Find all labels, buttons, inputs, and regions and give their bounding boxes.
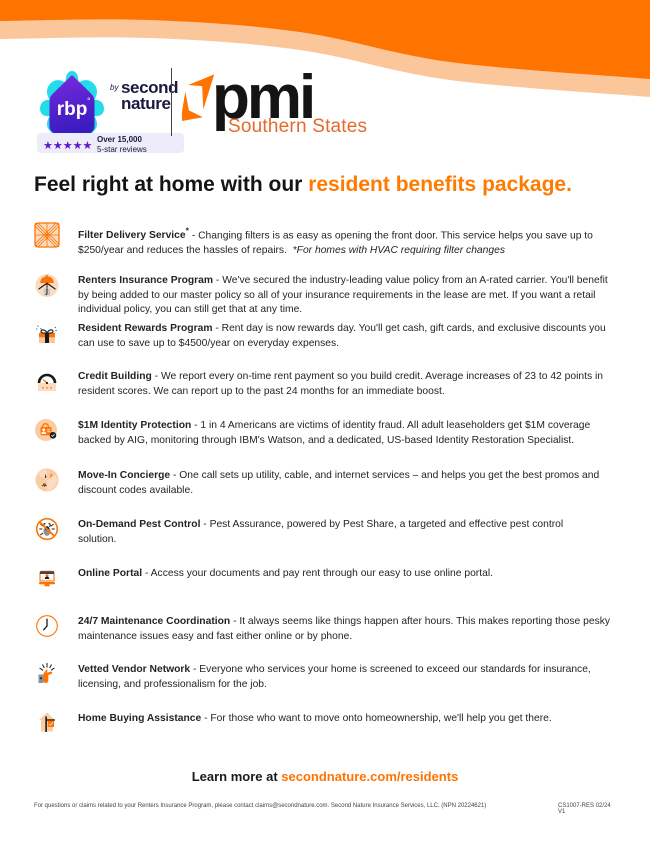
svg-text:°: °: [87, 96, 91, 106]
svg-text:rbp: rbp: [57, 99, 88, 120]
